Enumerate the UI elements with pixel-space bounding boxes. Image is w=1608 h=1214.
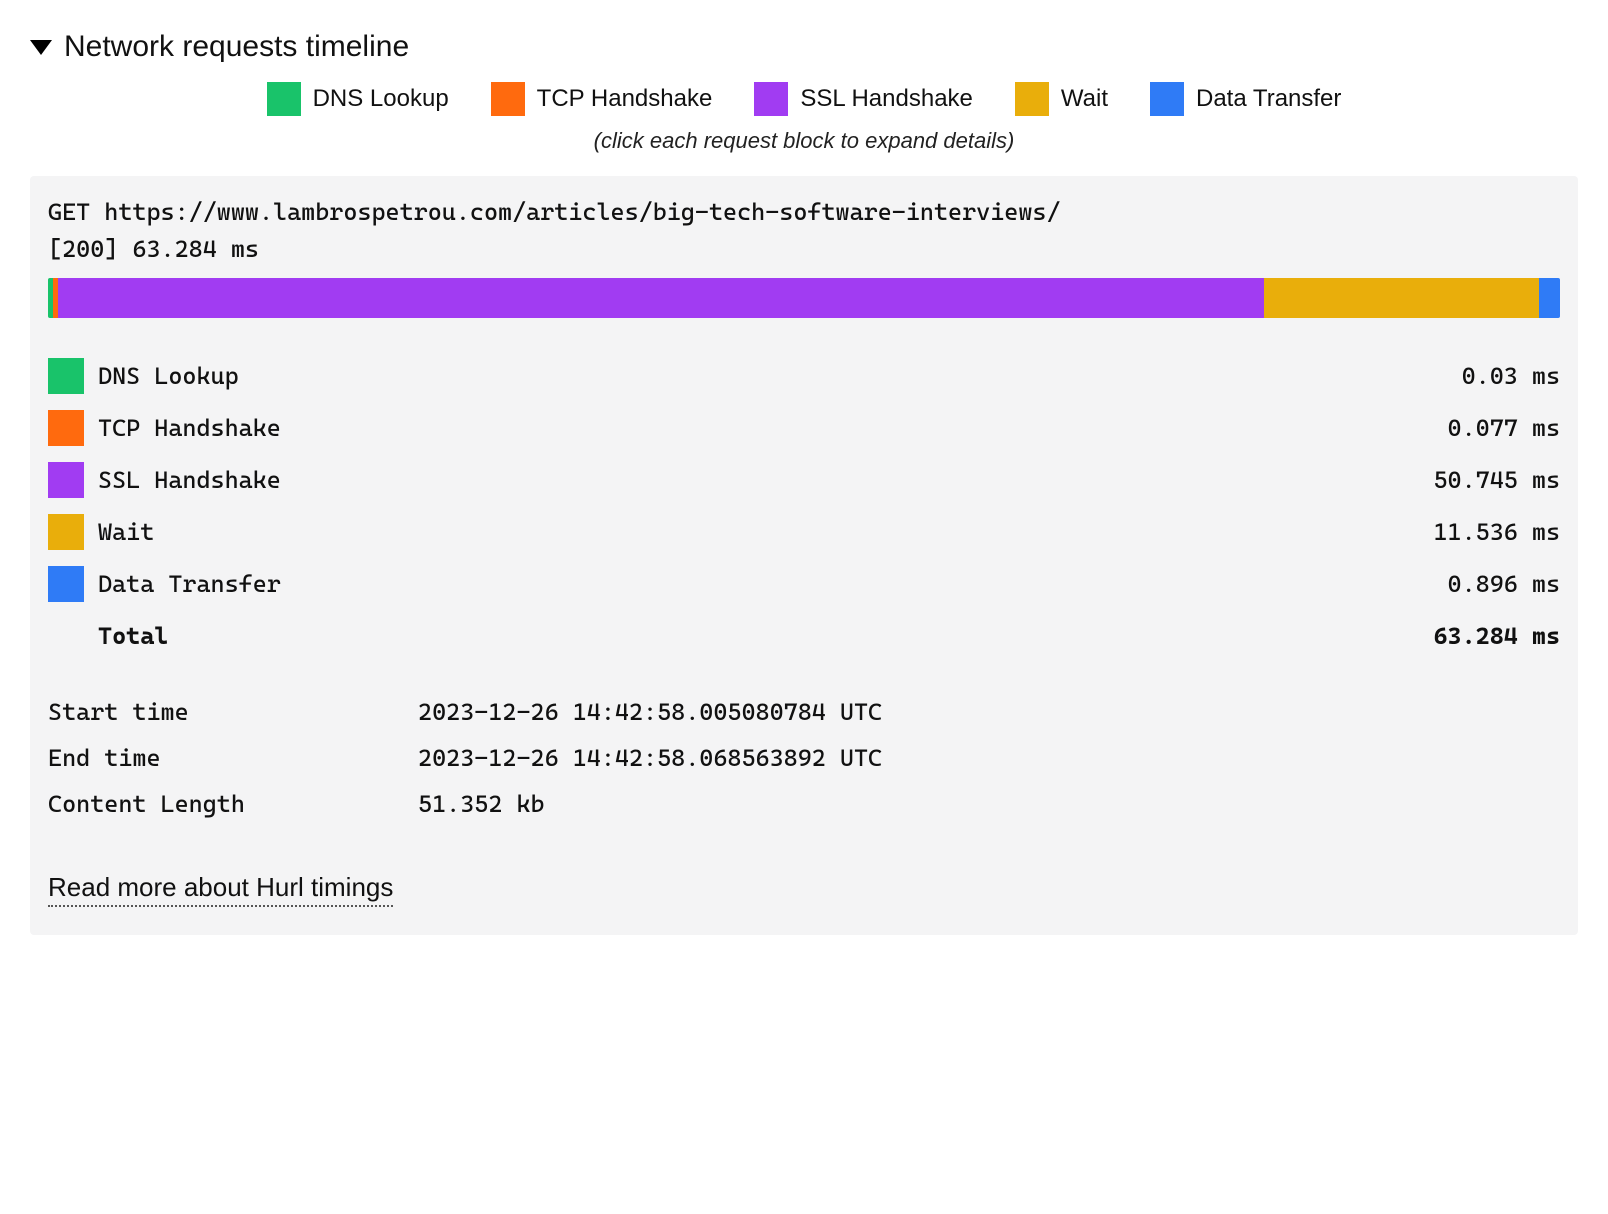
breakdown-row-data: Data Transfer0.896 ms: [48, 566, 1560, 602]
request-panel: GET https://www.lambrospetrou.com/articl…: [30, 176, 1578, 935]
breakdown-swatch: [48, 410, 84, 446]
timing-segment-ssl[interactable]: [58, 278, 1264, 318]
legend-label: SSL Handshake: [800, 85, 973, 113]
meta-label: Start time: [48, 698, 418, 726]
legend-item-ssl: SSL Handshake: [754, 82, 973, 116]
meta-row: End time2023-12-26 14:42:58.068563892 UT…: [48, 744, 1560, 772]
meta-label: End time: [48, 744, 418, 772]
breakdown-total-value: 63.284 ms: [1433, 622, 1560, 650]
legend: DNS Lookup TCP Handshake SSL Handshake W…: [30, 82, 1578, 116]
legend-swatch-dns: [267, 82, 301, 116]
legend-swatch-data: [1150, 82, 1184, 116]
breakdown-row-wait: Wait11.536 ms: [48, 514, 1560, 550]
legend-label: Wait: [1061, 85, 1108, 113]
breakdown-row-ssl: SSL Handshake50.745 ms: [48, 462, 1560, 498]
breakdown-label: SSL Handshake: [98, 466, 1433, 494]
hint-text: (click each request block to expand deta…: [30, 128, 1578, 154]
meta-row: Content Length51.352 kb: [48, 790, 1560, 818]
meta-value: 2023-12-26 14:42:58.068563892 UTC: [418, 744, 882, 772]
legend-label: Data Transfer: [1196, 85, 1341, 113]
breakdown-swatch: [48, 462, 84, 498]
legend-item-tcp: TCP Handshake: [491, 82, 713, 116]
request-line[interactable]: GET https://www.lambrospetrou.com/articl…: [48, 194, 1560, 231]
breakdown-value: 0.896 ms: [1448, 570, 1561, 598]
legend-swatch-ssl: [754, 82, 788, 116]
legend-item-dns: DNS Lookup: [267, 82, 449, 116]
meta-rows: Start time2023-12-26 14:42:58.005080784 …: [48, 698, 1560, 818]
breakdown-label: DNS Lookup: [98, 362, 1462, 390]
legend-label: DNS Lookup: [313, 85, 449, 113]
timing-bar[interactable]: [48, 278, 1560, 318]
meta-value: 51.352 kb: [418, 790, 545, 818]
timing-segment-data[interactable]: [1539, 278, 1560, 318]
breakdown-swatch: [48, 514, 84, 550]
breakdown-swatch: [48, 566, 84, 602]
breakdown-label: TCP Handshake: [98, 414, 1448, 442]
meta-value: 2023-12-26 14:42:58.005080784 UTC: [418, 698, 882, 726]
meta-row: Start time2023-12-26 14:42:58.005080784 …: [48, 698, 1560, 726]
disclosure-triangle-icon: [30, 40, 52, 55]
breakdown-value: 0.077 ms: [1448, 414, 1561, 442]
meta-label: Content Length: [48, 790, 418, 818]
breakdown-label: Data Transfer: [98, 570, 1448, 598]
breakdown-value: 11.536 ms: [1433, 518, 1560, 546]
breakdown-row-total: Total63.284 ms: [48, 618, 1560, 654]
breakdown-total-label: Total: [98, 622, 1433, 650]
breakdown-swatch: [48, 358, 84, 394]
legend-swatch-tcp: [491, 82, 525, 116]
request-method: GET: [48, 198, 90, 226]
hurl-timings-link[interactable]: Read more about Hurl timings: [48, 872, 393, 907]
breakdown-value: 50.745 ms: [1433, 466, 1560, 494]
breakdown-row-tcp: TCP Handshake0.077 ms: [48, 410, 1560, 446]
legend-label: TCP Handshake: [537, 85, 713, 113]
breakdown-value: 0.03 ms: [1462, 362, 1560, 390]
legend-swatch-wait: [1015, 82, 1049, 116]
breakdown-label: Wait: [98, 518, 1433, 546]
request-status: [200] 63.284 ms: [48, 231, 1560, 268]
breakdown-rows: DNS Lookup0.03 ms TCP Handshake0.077 ms SS…: [48, 358, 1560, 654]
legend-item-data: Data Transfer: [1150, 82, 1341, 116]
legend-item-wait: Wait: [1015, 82, 1108, 116]
timing-segment-wait[interactable]: [1264, 278, 1538, 318]
request-url: https://www.lambrospetrou.com/articles/b…: [104, 198, 1060, 226]
page-title: Network requests timeline: [64, 30, 409, 64]
breakdown-swatch: [48, 618, 84, 654]
timeline-header[interactable]: Network requests timeline: [30, 30, 1578, 64]
breakdown-row-dns: DNS Lookup0.03 ms: [48, 358, 1560, 394]
